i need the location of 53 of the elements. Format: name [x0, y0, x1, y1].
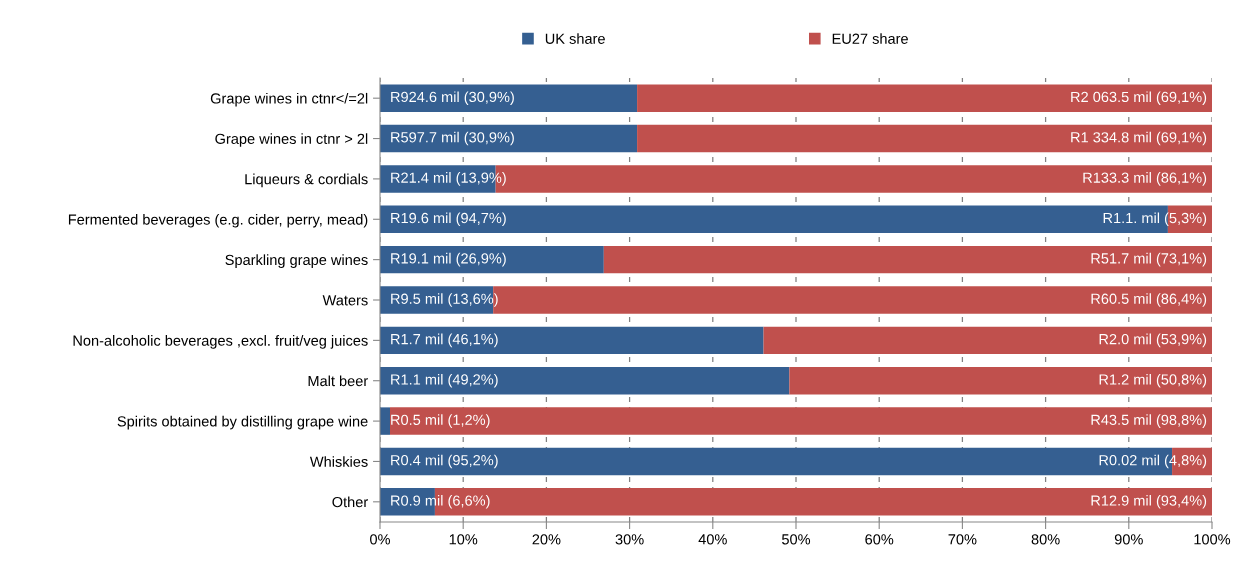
x-tick-label: 100% [1194, 534, 1231, 545]
x-tick-label: 30% [615, 534, 644, 545]
x-tick-label: 60% [865, 534, 894, 545]
bar [380, 407, 390, 435]
bar [603, 245, 1212, 274]
y-tick-label: Waters [322, 295, 368, 306]
bar [763, 326, 1212, 355]
y-tick-label: Non-alcoholic beverages ,excl. fruit/veg juices [73, 335, 368, 349]
legend-label: EU27 share [832, 33, 908, 44]
y-tick-label: Fermented beverages (e.g. cider, perry, mead) [68, 213, 368, 228]
data-label: R1 334.8 mil (69,1%) [1071, 131, 1207, 146]
data-label: R19.6 mil (94,7%) [391, 212, 506, 227]
x-tick-label: 80% [1031, 534, 1060, 545]
bar [380, 326, 764, 355]
data-label: R43.5 mil (98,8%) [1091, 414, 1207, 428]
x-tick-label: 50% [781, 534, 811, 545]
bar [789, 367, 1212, 395]
x-tick-label: 10% [449, 534, 478, 545]
data-label: R597.7 mil (30,9%) [391, 131, 514, 146]
data-label: R1.7 mil (46,1%) [391, 333, 498, 348]
y-tick-label: Grape wines in ctnr</=2l [210, 92, 368, 107]
x-tick-label: 40% [698, 534, 727, 545]
data-label: R133.3 mil (86,1%) [1083, 172, 1207, 186]
bar [380, 84, 638, 112]
y-tick-label: Malt beer [308, 375, 368, 387]
data-label: R2 063.5 mil (69,1%) [1071, 91, 1207, 105]
bar [637, 84, 1212, 112]
y-tick-label: Spirits obtained by distilling grape wine [117, 415, 368, 430]
y-tick-label: Other [332, 496, 368, 508]
x-tick-label: 0% [370, 534, 391, 545]
data-label: R1.2 mil (50,8%) [1099, 373, 1207, 388]
x-tick-label: 90% [1114, 534, 1143, 545]
x-tick-label: 20% [532, 534, 561, 545]
legend-label: UK share [545, 33, 605, 44]
bar [389, 407, 1212, 435]
data-label: R60.5 mil (86,4%) [1091, 293, 1207, 307]
data-label: R0.5 mil (1,2%) [391, 414, 490, 428]
data-label: R19.1 mil (26,9%) [391, 252, 506, 267]
y-tick-label: Whiskies [309, 456, 368, 467]
bar [380, 367, 790, 395]
data-label: R51.7 mil (73,1%) [1091, 252, 1207, 267]
bar [380, 124, 638, 153]
x-tick-label: 70% [948, 534, 977, 545]
data-label: R12.9 mil (93,4%) [1091, 495, 1207, 509]
y-tick-label: Liqueurs & cordials [245, 173, 368, 188]
data-label: R2.0 mil (53,9%) [1099, 333, 1207, 348]
bar [637, 124, 1212, 153]
y-tick-label: Sparkling grape wines [225, 254, 368, 268]
data-label: R1.1 mil (49,2%) [391, 373, 498, 388]
data-label: R924.6 mil (30,9%) [391, 91, 514, 105]
data-label: R0.4 mil (95,2%) [391, 454, 498, 469]
y-tick-label: Grape wines in ctnr > 2l [215, 133, 368, 147]
bar [380, 245, 604, 274]
